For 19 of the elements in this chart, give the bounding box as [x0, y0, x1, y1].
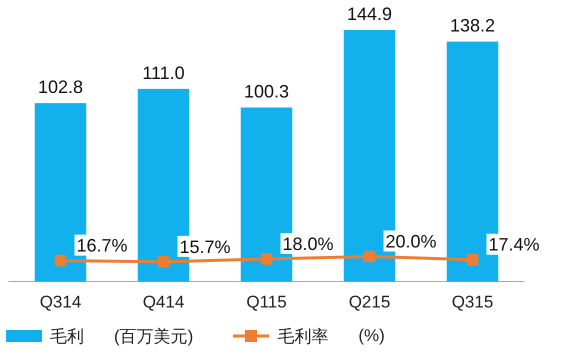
data-label: 138.2 [450, 16, 496, 36]
data-label: 100.3 [244, 81, 290, 102]
legend-label: 毛利 [50, 326, 84, 348]
data-label: 17.4% [488, 234, 540, 255]
text: (%) [358, 326, 385, 346]
data-label: 20.0% [386, 231, 437, 252]
data-label: 18.0% [282, 234, 334, 254]
x-tick-label: Q314 [40, 292, 82, 312]
data-label: 102.8 [38, 77, 84, 98]
data-label: 144.9 [346, 4, 392, 24]
data-label: 15.7% [180, 236, 231, 257]
x-tick-label: Q315 [452, 292, 494, 312]
text: (百万美元) [114, 326, 194, 348]
x-tick-label: Q414 [142, 292, 184, 312]
legend-label: 毛利率 [277, 326, 328, 348]
data-label: 16.7% [76, 236, 128, 256]
data-label: 111.0 [142, 62, 185, 83]
x-tick-label: Q115 [246, 292, 287, 312]
x-tick-label: Q215 [348, 292, 390, 312]
